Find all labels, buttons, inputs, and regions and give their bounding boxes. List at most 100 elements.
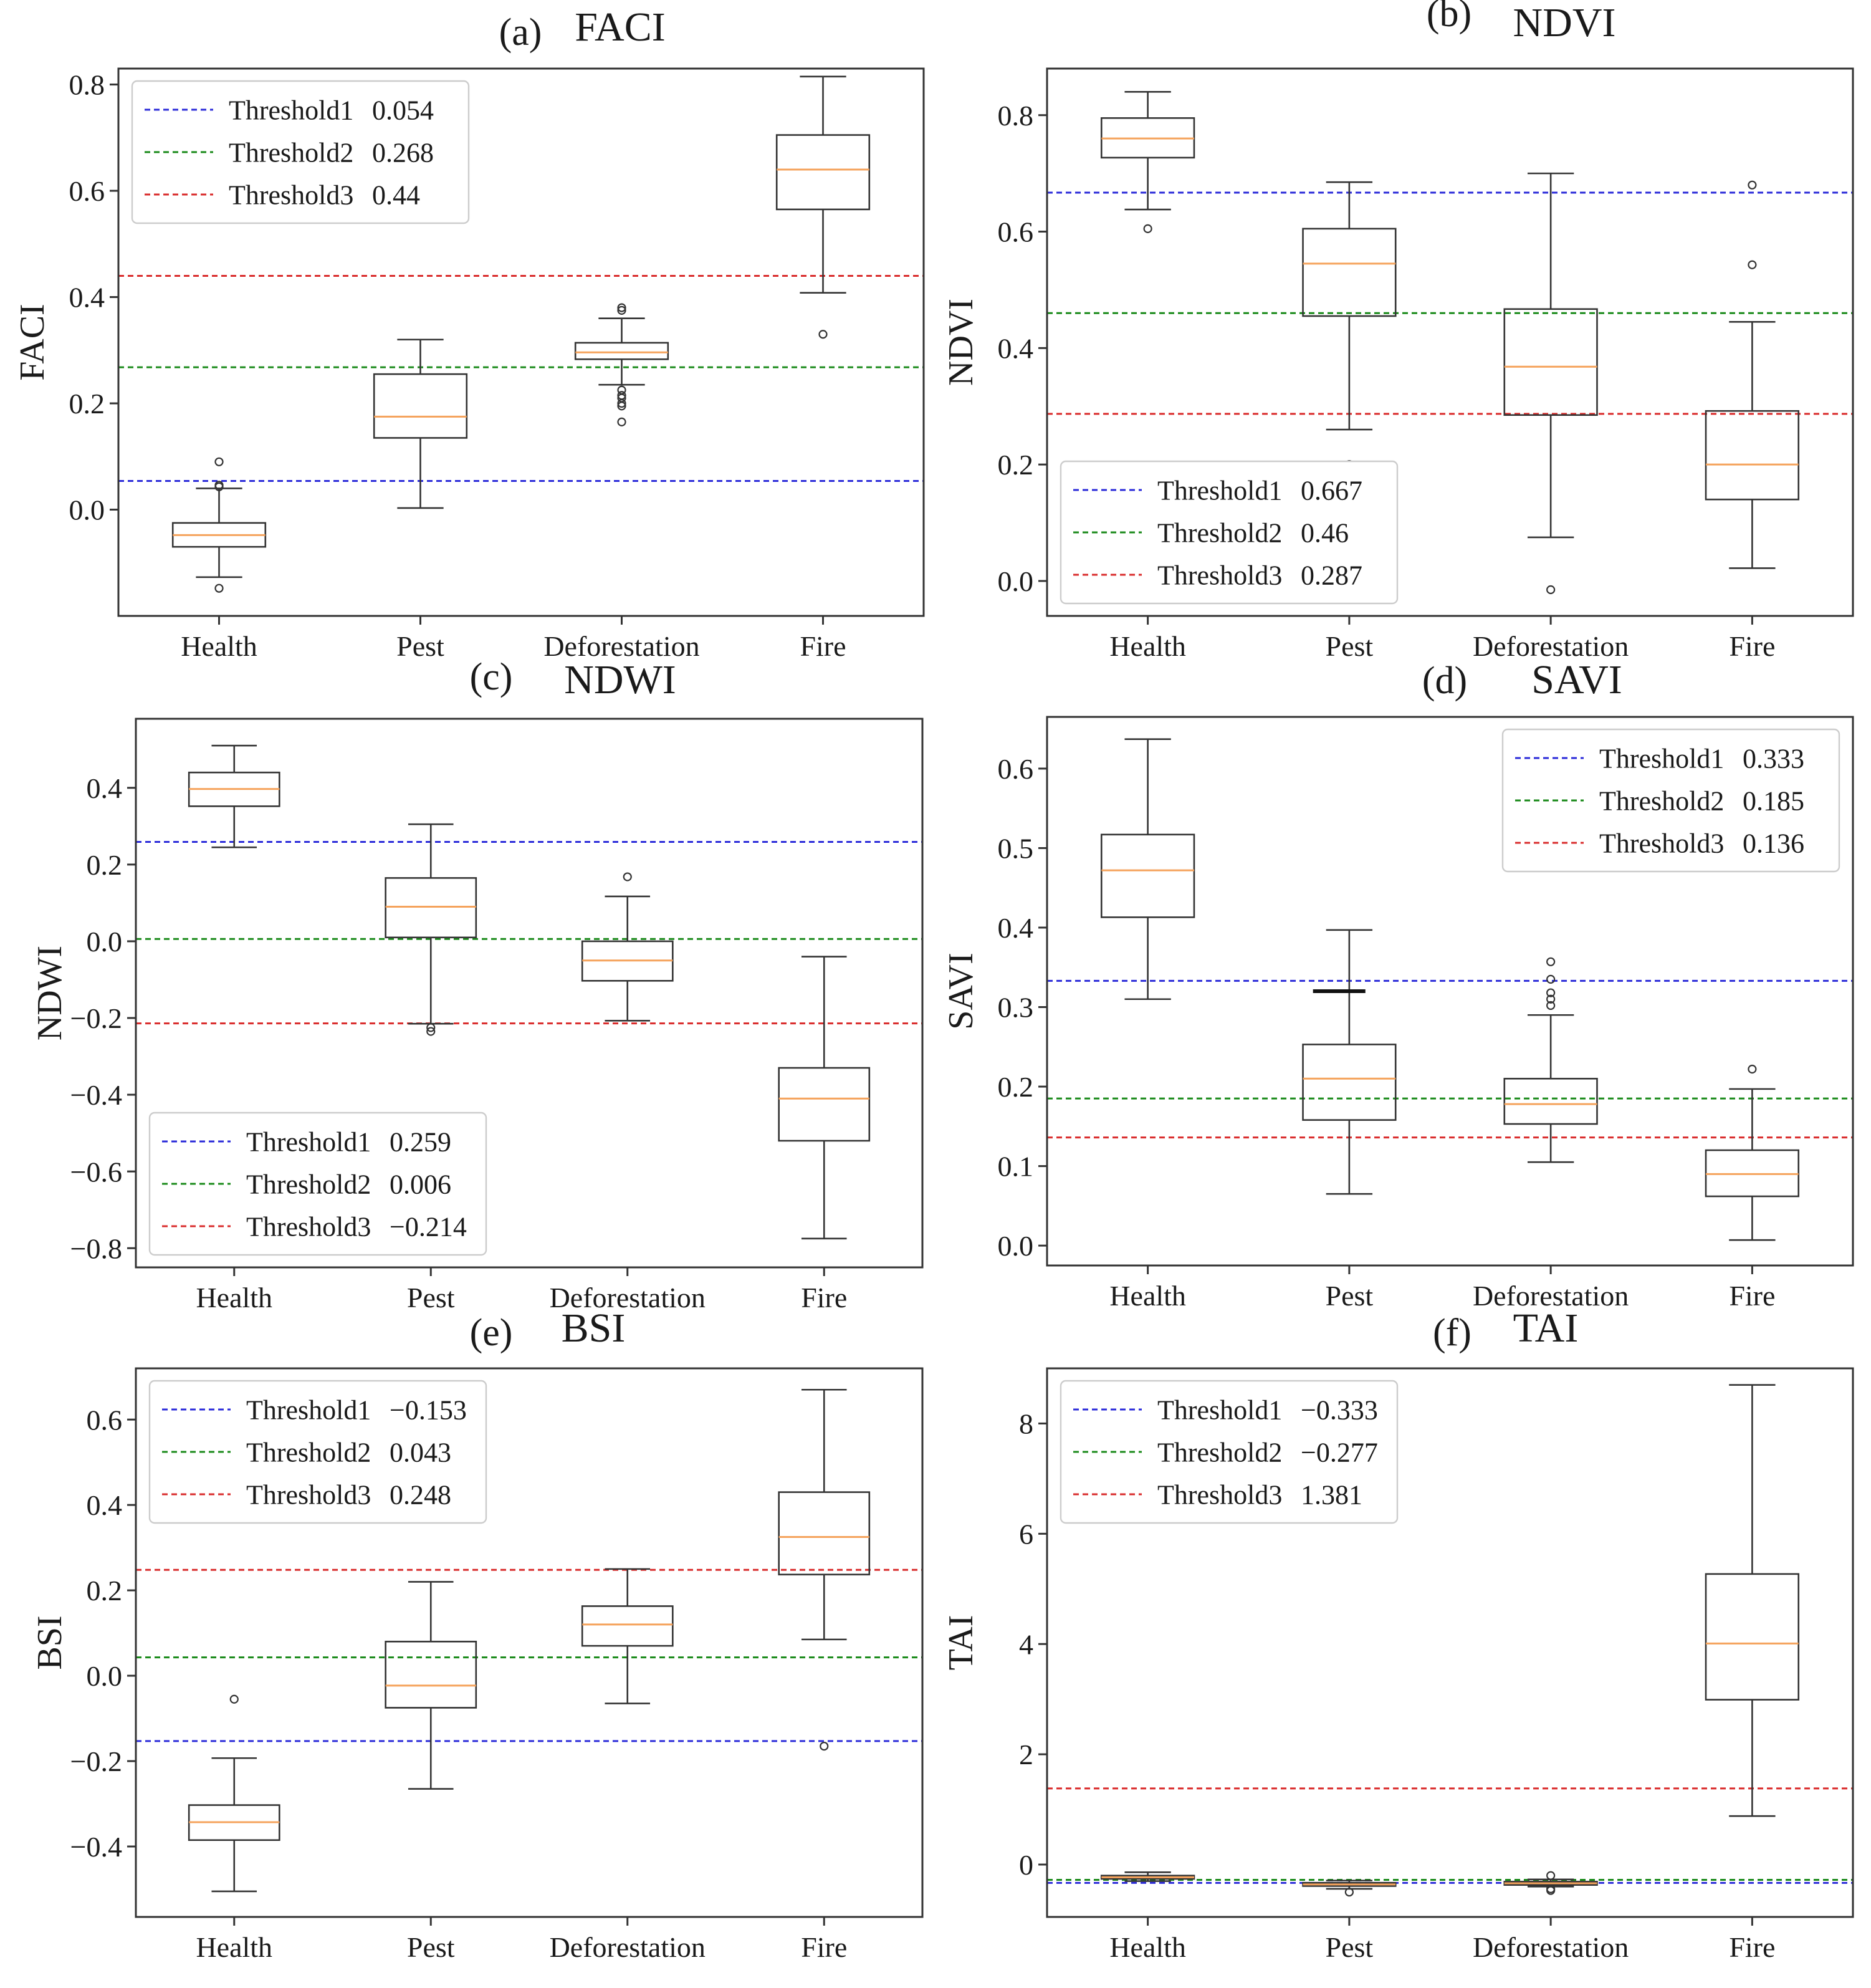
outlier-point [1546, 994, 1556, 1004]
y-tick-label: 2 [1019, 1739, 1033, 1770]
legend-label-2: Threshold2 [246, 1437, 371, 1467]
y-tick-label: 0.4 [87, 772, 123, 804]
outlier-point [214, 457, 224, 466]
y-axis-label: BSI [31, 1615, 69, 1669]
outlier-point [623, 872, 632, 881]
outlier-point [1546, 585, 1556, 595]
box-iqr [385, 1640, 477, 1709]
box-fire [778, 1388, 871, 1751]
legend-value-2: 0.268 [372, 137, 434, 168]
x-tick-label: Health [181, 630, 257, 662]
panel-a: 0.0 0.2 0.4 0.6 0.8 Health Pest Deforestation Fi… [13, 4, 925, 662]
axes-frame [135, 1367, 924, 1918]
y-tick-label: 0.8 [998, 100, 1034, 132]
y-tick-label: 0.2 [998, 449, 1034, 481]
panel-f: 0 2 4 6 8 Health Pest Deforestation Fire TAI (f) TA… [942, 1305, 1854, 1963]
x-tick-label: Health [196, 1931, 272, 1963]
y-axis-label: FACI [13, 304, 52, 380]
x-tick-label: Deforestation [1473, 630, 1629, 662]
legend-value-3: 0.287 [1301, 560, 1362, 590]
y-tick-label: 0.6 [998, 216, 1034, 248]
outlier-point [617, 401, 626, 411]
legend-label-1: Threshold1 [1157, 1395, 1282, 1425]
x-tick-label: Health [196, 1282, 272, 1313]
panel-title: TAI [1513, 1305, 1579, 1351]
y-tick-label: 0.2 [87, 1575, 123, 1606]
x-tick-label: Deforestation [1473, 1280, 1629, 1312]
y-tick-label: 0.1 [998, 1151, 1034, 1183]
panel-title: BSI [562, 1305, 626, 1351]
legend-label-2: Threshold2 [1599, 785, 1724, 816]
legend: Threshold1 0.333 Threshold2 0.185 Threshold3… [1501, 728, 1840, 873]
outlier-point [1546, 1001, 1556, 1011]
legend-value-2: 0.043 [390, 1437, 451, 1467]
box-iqr [778, 1067, 871, 1142]
x-tick-label: Fire [1729, 1931, 1775, 1963]
y-tick-label: −0.2 [70, 1746, 122, 1777]
box-iqr [1503, 308, 1598, 416]
y-tick-label: 0.4 [998, 912, 1034, 944]
y-tick-label: 4 [1019, 1628, 1033, 1660]
legend-label-3: Threshold3 [246, 1479, 371, 1510]
box-fire [1705, 1384, 1800, 1817]
y-tick-label: −0.8 [70, 1232, 122, 1264]
legend-value-1: 0.333 [1743, 743, 1804, 774]
y-tick-label: 0.5 [998, 833, 1034, 865]
legend-value-1: −0.333 [1301, 1395, 1378, 1425]
x-tick-label: Pest [396, 630, 444, 662]
outlier-point [214, 481, 224, 490]
x-tick-label: Pest [1326, 630, 1374, 662]
legend-label-3: Threshold3 [1157, 560, 1282, 590]
box-health [188, 744, 280, 848]
legend-label-2: Threshold2 [229, 137, 353, 168]
legend-label-3: Threshold3 [1599, 828, 1724, 858]
legend-label-2: Threshold2 [246, 1169, 371, 1199]
x-tick-label: Fire [801, 1282, 847, 1313]
x-tick-label: Fire [800, 630, 846, 662]
y-tick-label: 0.4 [87, 1489, 123, 1521]
legend-label-3: Threshold3 [229, 180, 353, 210]
y-tick-label: 0.2 [87, 849, 123, 881]
x-tick-label: Health [1109, 1931, 1186, 1963]
box-health [1100, 738, 1195, 1001]
axes-frame [1046, 67, 1854, 617]
box-health [188, 1694, 280, 1893]
box-iqr [373, 373, 468, 439]
box-deforestation [1503, 1871, 1598, 1895]
outlier-point [617, 417, 626, 426]
legend-value-3: 0.248 [390, 1479, 451, 1510]
outlier-point [426, 1027, 436, 1036]
outlier-point [1546, 1886, 1556, 1895]
axes-frame [1046, 716, 1854, 1267]
y-tick-label: 0.4 [998, 332, 1034, 364]
y-tick-label: 0.8 [69, 69, 105, 101]
legend-value-3: 0.44 [372, 180, 420, 210]
box-deforestation [1503, 172, 1598, 595]
outlier-point [1748, 1064, 1757, 1074]
legend-label-1: Threshold1 [246, 1126, 371, 1157]
x-tick-label: Pest [407, 1282, 455, 1313]
box-health [1100, 91, 1195, 233]
y-tick-label: 0.6 [69, 175, 105, 207]
y-tick-label: 0.2 [69, 388, 105, 420]
axes-frame [135, 718, 924, 1269]
y-tick-label: 8 [1019, 1408, 1033, 1440]
outlier-point [229, 1694, 239, 1704]
outlier-point [617, 305, 626, 315]
outlier-point [1748, 260, 1757, 269]
x-tick-label: Fire [801, 1931, 847, 1963]
y-tick-label: −0.2 [70, 1002, 122, 1034]
legend-label-3: Threshold3 [246, 1211, 371, 1242]
panel-label: (a) [499, 11, 542, 54]
y-tick-label: 0.0 [87, 1660, 123, 1692]
x-tick-label: Health [1109, 1280, 1186, 1312]
panel-d: 0.0 0.1 0.2 0.3 0.4 0.5 0.6 Health Pest Deforesta… [942, 657, 1854, 1312]
outlier-point [820, 1741, 829, 1751]
x-tick-label: Deforestation [1473, 1931, 1629, 1963]
x-tick-label: Pest [407, 1931, 455, 1963]
outlier-point [1546, 974, 1556, 984]
y-axis-label: NDWI [31, 946, 69, 1040]
box-fire [775, 75, 871, 339]
